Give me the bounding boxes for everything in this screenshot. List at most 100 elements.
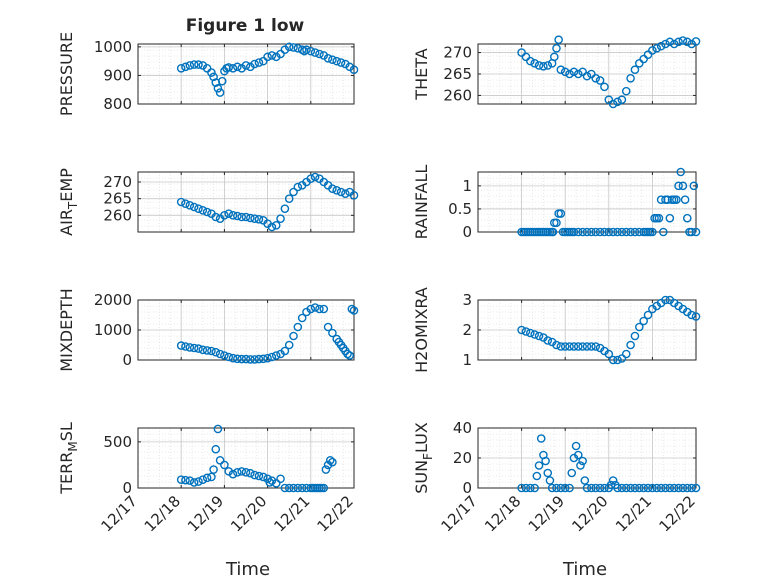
data-point xyxy=(302,45,311,55)
data-point xyxy=(189,478,199,487)
data-point xyxy=(181,62,190,72)
data-point xyxy=(233,62,242,72)
x-tick-label: 12/17 xyxy=(98,492,141,535)
data-point xyxy=(613,483,622,493)
data-point xyxy=(669,483,679,493)
data-point xyxy=(276,474,285,484)
x-tick-label: 12/22 xyxy=(656,492,699,535)
data-point xyxy=(621,483,631,493)
data-point xyxy=(639,316,648,326)
data-point xyxy=(661,483,670,493)
x-axis-label: Time xyxy=(225,559,270,580)
data-point xyxy=(604,349,614,359)
data-point xyxy=(323,53,333,63)
data-point xyxy=(306,174,316,183)
data-point xyxy=(347,304,357,314)
data-point xyxy=(665,37,675,47)
x-tick-label: 12/22 xyxy=(314,492,357,535)
data-point xyxy=(246,468,255,478)
data-point xyxy=(194,204,203,213)
data-point xyxy=(250,59,259,69)
data-point xyxy=(306,46,316,56)
data-point xyxy=(185,201,195,210)
data-point xyxy=(224,63,234,72)
data-point xyxy=(213,424,223,434)
data-point xyxy=(267,352,277,362)
data-point xyxy=(321,465,331,474)
data-point xyxy=(617,483,627,493)
data-point xyxy=(280,204,290,213)
data-point xyxy=(582,483,592,493)
data-point xyxy=(336,58,346,67)
data-point xyxy=(567,468,577,478)
data-point xyxy=(626,73,635,83)
x-tick-label: 12/18 xyxy=(481,492,524,535)
data-point xyxy=(608,355,618,365)
data-point xyxy=(289,43,298,52)
data-point xyxy=(630,227,640,237)
data-point xyxy=(687,227,696,237)
data-point xyxy=(289,483,298,493)
data-point xyxy=(682,213,692,223)
data-point xyxy=(293,483,303,493)
data-point xyxy=(202,63,212,73)
data-point xyxy=(608,99,618,109)
data-point xyxy=(267,222,277,232)
data-point xyxy=(284,42,294,52)
y-axis-label: PRESSURE xyxy=(57,32,76,116)
data-point xyxy=(310,172,320,182)
data-point xyxy=(215,349,225,359)
data-point xyxy=(643,50,653,60)
data-point xyxy=(276,214,285,223)
x-axis-label: Time xyxy=(562,559,607,580)
data-point xyxy=(600,82,609,92)
data-point xyxy=(258,354,268,364)
data-point xyxy=(284,194,294,203)
data-point xyxy=(315,49,324,59)
data-point xyxy=(228,63,238,73)
x-tick-label: 12/20 xyxy=(227,492,270,535)
data-point xyxy=(639,54,648,64)
data-point xyxy=(661,39,670,49)
data-point xyxy=(310,303,320,312)
data-point xyxy=(246,213,255,223)
data-point xyxy=(543,468,553,478)
data-point xyxy=(328,184,337,193)
data-point xyxy=(678,36,688,45)
data-point xyxy=(595,227,605,237)
data-point xyxy=(578,456,587,466)
data-point xyxy=(608,227,618,237)
data-point xyxy=(604,227,614,237)
data-point xyxy=(343,349,352,359)
y-tick-label: 1000 xyxy=(94,321,132,339)
data-point xyxy=(617,95,627,105)
x-tick-label: 12/21 xyxy=(270,492,313,535)
y-tick-label: 1 xyxy=(462,177,472,195)
data-point xyxy=(643,310,653,320)
data-point xyxy=(691,312,701,321)
y-tick-label: 270 xyxy=(103,173,132,191)
data-point xyxy=(539,61,548,71)
data-point xyxy=(194,60,203,69)
data-point xyxy=(328,328,337,338)
data-point xyxy=(543,336,553,345)
data-point xyxy=(254,58,264,67)
data-point xyxy=(521,327,531,336)
data-point xyxy=(526,483,535,493)
data-point xyxy=(181,342,190,351)
data-point xyxy=(220,351,229,360)
data-point xyxy=(194,344,203,353)
data-point xyxy=(656,483,666,493)
data-point xyxy=(202,473,212,483)
data-point xyxy=(530,58,539,68)
data-point xyxy=(680,195,690,204)
data-point xyxy=(271,221,281,230)
y-tick-label: 270 xyxy=(443,44,472,62)
data-point xyxy=(550,52,559,62)
data-point xyxy=(241,61,251,70)
y-tick-label: 1 xyxy=(462,351,472,369)
data-point xyxy=(284,483,294,493)
data-point xyxy=(336,187,346,197)
data-point xyxy=(521,52,531,62)
panel-terr-msl: 0 500 TERRMSL 12/17 12/18 12/19 12/20 12/21 12/2… xyxy=(57,422,357,580)
